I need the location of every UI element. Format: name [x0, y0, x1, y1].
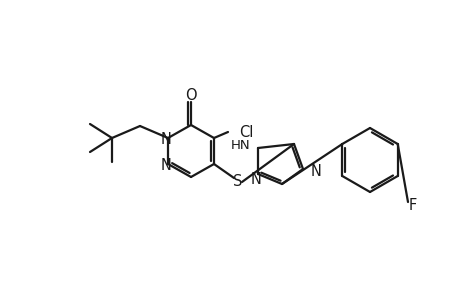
Text: Cl: Cl [239, 124, 253, 140]
Text: O: O [185, 88, 196, 103]
Text: N: N [160, 131, 171, 146]
Text: HN: HN [230, 139, 249, 152]
Text: N: N [310, 164, 321, 179]
Text: N: N [250, 172, 261, 187]
Text: S: S [233, 175, 242, 190]
Text: F: F [408, 197, 416, 212]
Text: N: N [160, 158, 171, 172]
